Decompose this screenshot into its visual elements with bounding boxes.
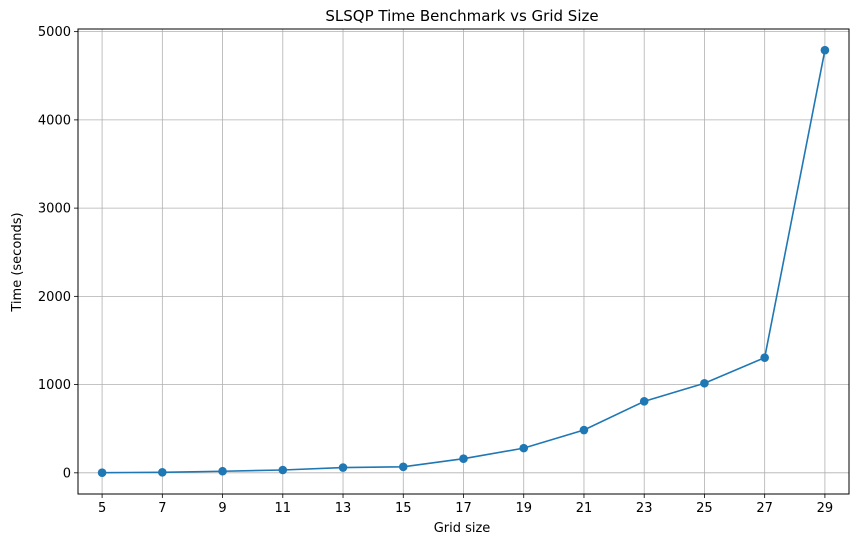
data-point [639, 397, 649, 406]
data-point [158, 467, 167, 477]
x-tick-label: 21 [576, 501, 593, 516]
data-point [820, 45, 830, 55]
x-tick-label: 17 [455, 501, 472, 516]
chart-title: SLSQP Time Benchmark vs Grid Size [325, 7, 598, 25]
y-tick-label: 5000 [38, 25, 71, 40]
x-tick-label: 29 [817, 501, 834, 516]
y-tick-label: 4000 [38, 113, 71, 128]
y-tick-label: 0 [63, 466, 71, 481]
x-axis-title: Grid size [434, 521, 491, 536]
grid-lines [78, 29, 849, 494]
data-point [579, 425, 589, 435]
x-tick-label: 11 [275, 501, 292, 516]
y-tick-label: 2000 [38, 290, 71, 305]
data-point [338, 463, 348, 472]
data-point [398, 462, 408, 472]
data-series [97, 45, 830, 477]
x-tick-label: 7 [158, 501, 166, 516]
data-point [459, 454, 468, 464]
y-axis-title: Time (seconds) [10, 212, 25, 312]
x-tick-label: 23 [636, 501, 653, 516]
x-tick-label: 5 [98, 501, 106, 516]
x-axis-ticks: 5 7 9 11 13 15 17 19 21 23 25 27 29 [98, 494, 833, 516]
data-point [519, 443, 529, 453]
y-tick-label: 1000 [38, 378, 71, 393]
x-tick-label: 13 [335, 501, 352, 516]
data-point [760, 353, 769, 362]
x-tick-label: 25 [696, 501, 713, 516]
data-point [278, 465, 288, 475]
y-axis-ticks: 0 1000 2000 3000 4000 5000 [38, 25, 78, 481]
x-tick-label: 27 [756, 501, 773, 516]
x-tick-label: 15 [395, 501, 412, 516]
x-tick-label: 9 [218, 501, 226, 516]
data-point [700, 378, 709, 388]
data-point [97, 468, 107, 477]
data-point [218, 466, 227, 476]
y-tick-label: 3000 [38, 202, 71, 217]
x-tick-label: 19 [515, 501, 532, 516]
